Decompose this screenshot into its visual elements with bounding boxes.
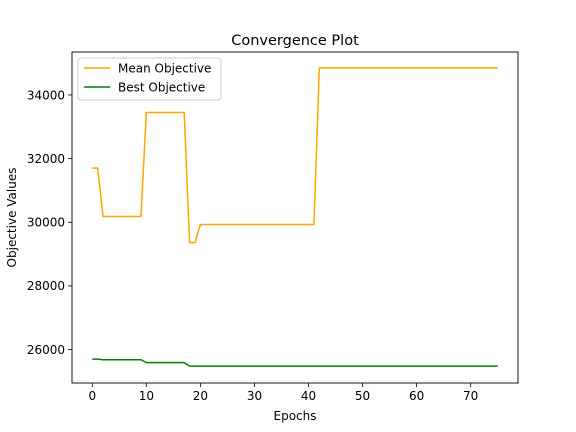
x-tick-label: 60: [409, 389, 424, 403]
x-tick-label: 50: [355, 389, 370, 403]
y-axis-label: Objective Values: [5, 168, 19, 268]
legend: Mean Objective Best Objective: [77, 57, 222, 101]
y-tick-label: 30000: [27, 216, 65, 230]
y-tick-label: 28000: [27, 279, 65, 293]
legend-label-mean-objective: Mean Objective: [118, 62, 211, 76]
y-axis: 26000 28000 30000 32000 34000: [27, 88, 72, 357]
x-axis: 0 10 20 30 40 50 60 70: [88, 383, 478, 403]
x-tick-label: 20: [193, 389, 208, 403]
legend-label-best-objective: Best Objective: [118, 81, 205, 95]
series-line-1: [92, 358, 498, 367]
y-tick-label: 26000: [27, 343, 65, 357]
x-tick-label: 70: [463, 389, 478, 403]
x-tick-label: 0: [88, 389, 96, 403]
x-tick-label: 40: [301, 389, 316, 403]
x-tick-label: 10: [139, 389, 154, 403]
legend-box: [77, 57, 222, 101]
x-axis-label: Epochs: [274, 409, 317, 423]
y-tick-label: 32000: [27, 152, 65, 166]
series-layer: [92, 67, 498, 367]
y-tick-label: 34000: [27, 88, 65, 102]
plot-frame: [71, 51, 519, 384]
series-line-0: [92, 67, 498, 244]
x-tick-label: 30: [247, 389, 262, 403]
chart-title: Convergence Plot: [231, 33, 359, 49]
